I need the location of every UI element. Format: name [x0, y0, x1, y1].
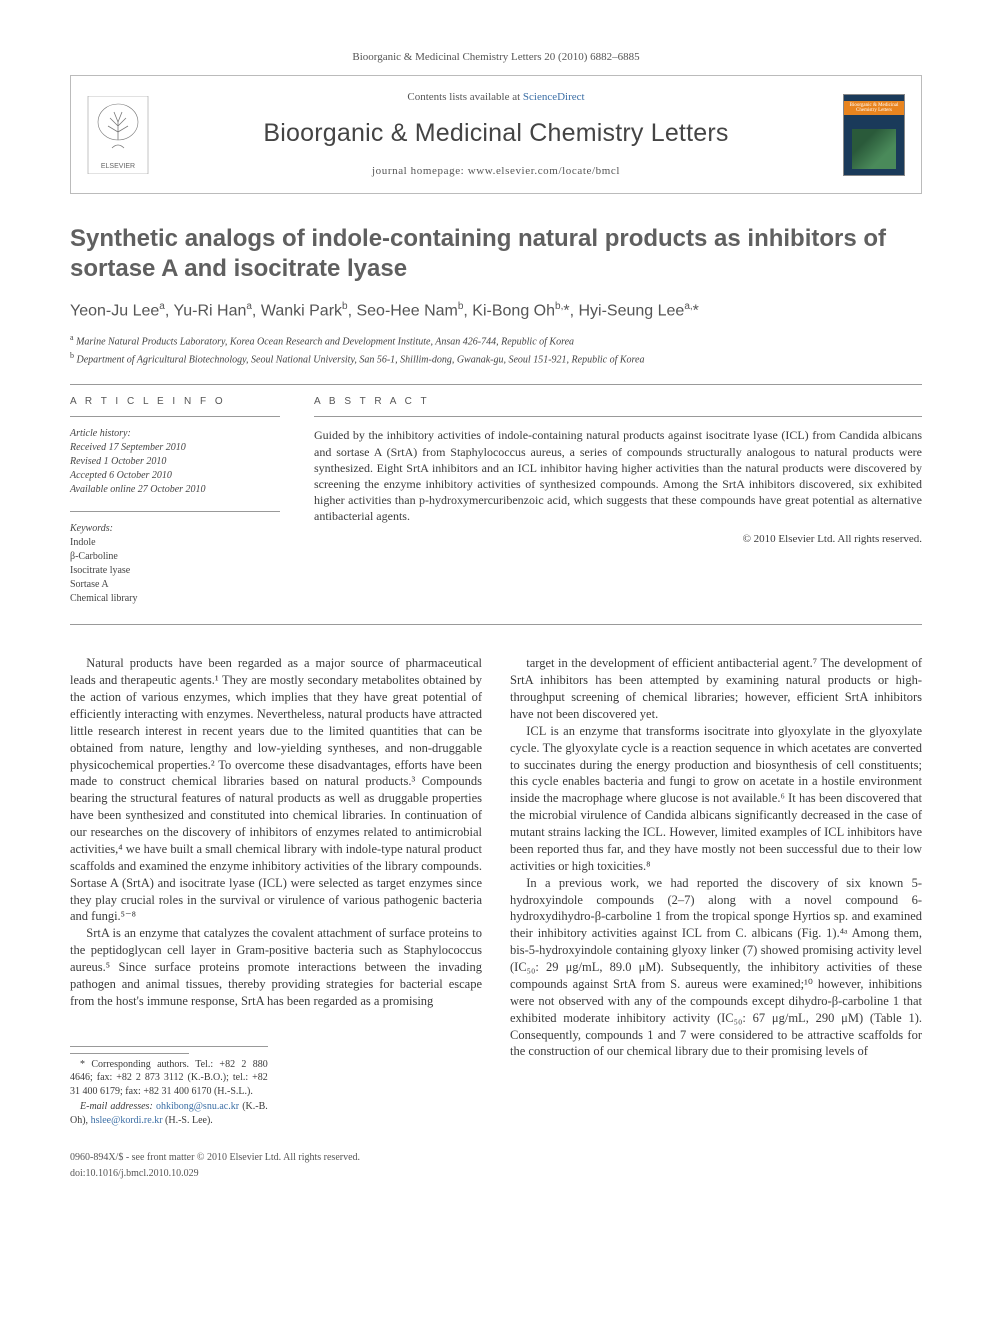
article-info-heading: A R T I C L E I N F O	[70, 395, 280, 409]
footnote-rule	[70, 1053, 189, 1054]
author: Hyi-Seung Lee	[578, 303, 684, 320]
front-matter-footer: 0960-894X/$ - see front matter © 2010 El…	[70, 1151, 922, 1180]
keyword: Sortase A	[70, 578, 280, 592]
body-paragraph: ICL is an enzyme that transforms isocitr…	[510, 723, 922, 875]
keyword: β-Carboline	[70, 550, 280, 564]
affiliation-b: b Department of Agricultural Biotechnolo…	[70, 350, 922, 368]
history-item: Accepted 6 October 2010	[70, 469, 280, 483]
doi-line: doi:10.1016/j.bmcl.2010.10.029	[70, 1167, 922, 1181]
issn-copyright-line: 0960-894X/$ - see front matter © 2010 El…	[70, 1151, 922, 1165]
rule	[314, 416, 922, 417]
body-paragraph: In a previous work, we had reported the …	[510, 875, 922, 1061]
abstract-column: A B S T R A C T Guided by the inhibitory…	[314, 395, 922, 607]
cover-title-band: Bioorganic & Medicinal Chemistry Letters	[844, 101, 904, 115]
header-center: Contents lists available at ScienceDirec…	[161, 90, 831, 179]
journal-name: Bioorganic & Medicinal Chemistry Letters	[161, 117, 831, 151]
affiliation-b-text: Department of Agricultural Biotechnology…	[77, 354, 645, 365]
rule	[70, 511, 280, 512]
rule	[70, 416, 280, 417]
keywords-block: Keywords: Indole β-Carboline Isocitrate …	[70, 522, 280, 606]
abstract-text: Guided by the inhibitory activities of i…	[314, 427, 922, 524]
running-head: Bioorganic & Medicinal Chemistry Letters…	[70, 50, 922, 65]
sciencedirect-link[interactable]: ScienceDirect	[523, 91, 585, 103]
journal-homepage-line: journal homepage: www.elsevier.com/locat…	[161, 164, 831, 179]
cover-image-icon	[852, 129, 896, 169]
email-link[interactable]: ohkibong@snu.ac.kr	[156, 1101, 239, 1112]
author: Ki-Bong Oh	[472, 303, 555, 320]
homepage-label: journal homepage:	[372, 165, 468, 177]
body-paragraph: Natural products have been regarded as a…	[70, 655, 482, 925]
keyword: Indole	[70, 536, 280, 550]
rule	[70, 384, 922, 385]
affiliations: a Marine Natural Products Laboratory, Ko…	[70, 332, 922, 368]
article-info-column: A R T I C L E I N F O Article history: R…	[70, 395, 280, 607]
history-label: Article history:	[70, 427, 280, 441]
author: Seo-Hee Nam	[356, 303, 457, 320]
article-history: Article history: Received 17 September 2…	[70, 427, 280, 497]
abstract-copyright: © 2010 Elsevier Ltd. All rights reserved…	[314, 532, 922, 547]
keywords-label: Keywords:	[70, 522, 280, 536]
page: Bioorganic & Medicinal Chemistry Letters…	[0, 0, 992, 1222]
email-who: (H.-S. Lee).	[163, 1115, 213, 1126]
email-line: E-mail addresses: ohkibong@snu.ac.kr (K.…	[70, 1100, 268, 1127]
contents-available-line: Contents lists available at ScienceDirec…	[161, 90, 831, 105]
article-title: Synthetic analogs of indole-containing n…	[70, 224, 922, 284]
author-list: Yeon-Ju Leea, Yu-Ri Hana, Wanki Parkb, S…	[70, 300, 922, 322]
history-item: Received 17 September 2010	[70, 441, 280, 455]
corr-author-note: * Corresponding authors. Tel.: +82 2 880…	[70, 1058, 268, 1099]
svg-text:ELSEVIER: ELSEVIER	[101, 163, 135, 170]
journal-header-box: ELSEVIER Contents lists available at Sci…	[70, 75, 922, 194]
abstract-heading: A B S T R A C T	[314, 395, 922, 409]
elsevier-tree-logo: ELSEVIER	[87, 96, 149, 174]
journal-cover-thumbnail: Bioorganic & Medicinal Chemistry Letters	[843, 94, 905, 176]
journal-header-inner: ELSEVIER Contents lists available at Sci…	[71, 76, 921, 193]
homepage-url[interactable]: www.elsevier.com/locate/bmcl	[468, 165, 620, 177]
author: Yeon-Ju Lee	[70, 303, 159, 320]
meta-row: A R T I C L E I N F O Article history: R…	[70, 395, 922, 607]
email-label: E-mail addresses:	[80, 1101, 156, 1112]
body-paragraph: target in the development of efficient a…	[510, 655, 922, 723]
author: Yu-Ri Han	[173, 303, 246, 320]
history-item: Available online 27 October 2010	[70, 483, 280, 497]
email-link[interactable]: hslee@kordi.re.kr	[91, 1115, 163, 1126]
affiliation-a-text: Marine Natural Products Laboratory, Kore…	[76, 337, 574, 348]
rule	[70, 624, 922, 625]
keyword: Chemical library	[70, 592, 280, 606]
body-paragraph: SrtA is an enzyme that catalyzes the cov…	[70, 925, 482, 1009]
author: Wanki Park	[261, 303, 342, 320]
contents-prefix: Contents lists available at	[407, 91, 522, 103]
keyword: Isocitrate lyase	[70, 564, 280, 578]
body-text: Natural products have been regarded as a…	[70, 655, 922, 1129]
affiliation-a: a Marine Natural Products Laboratory, Ko…	[70, 332, 922, 350]
history-item: Revised 1 October 2010	[70, 455, 280, 469]
corresponding-footnote: * Corresponding authors. Tel.: +82 2 880…	[70, 1046, 268, 1128]
